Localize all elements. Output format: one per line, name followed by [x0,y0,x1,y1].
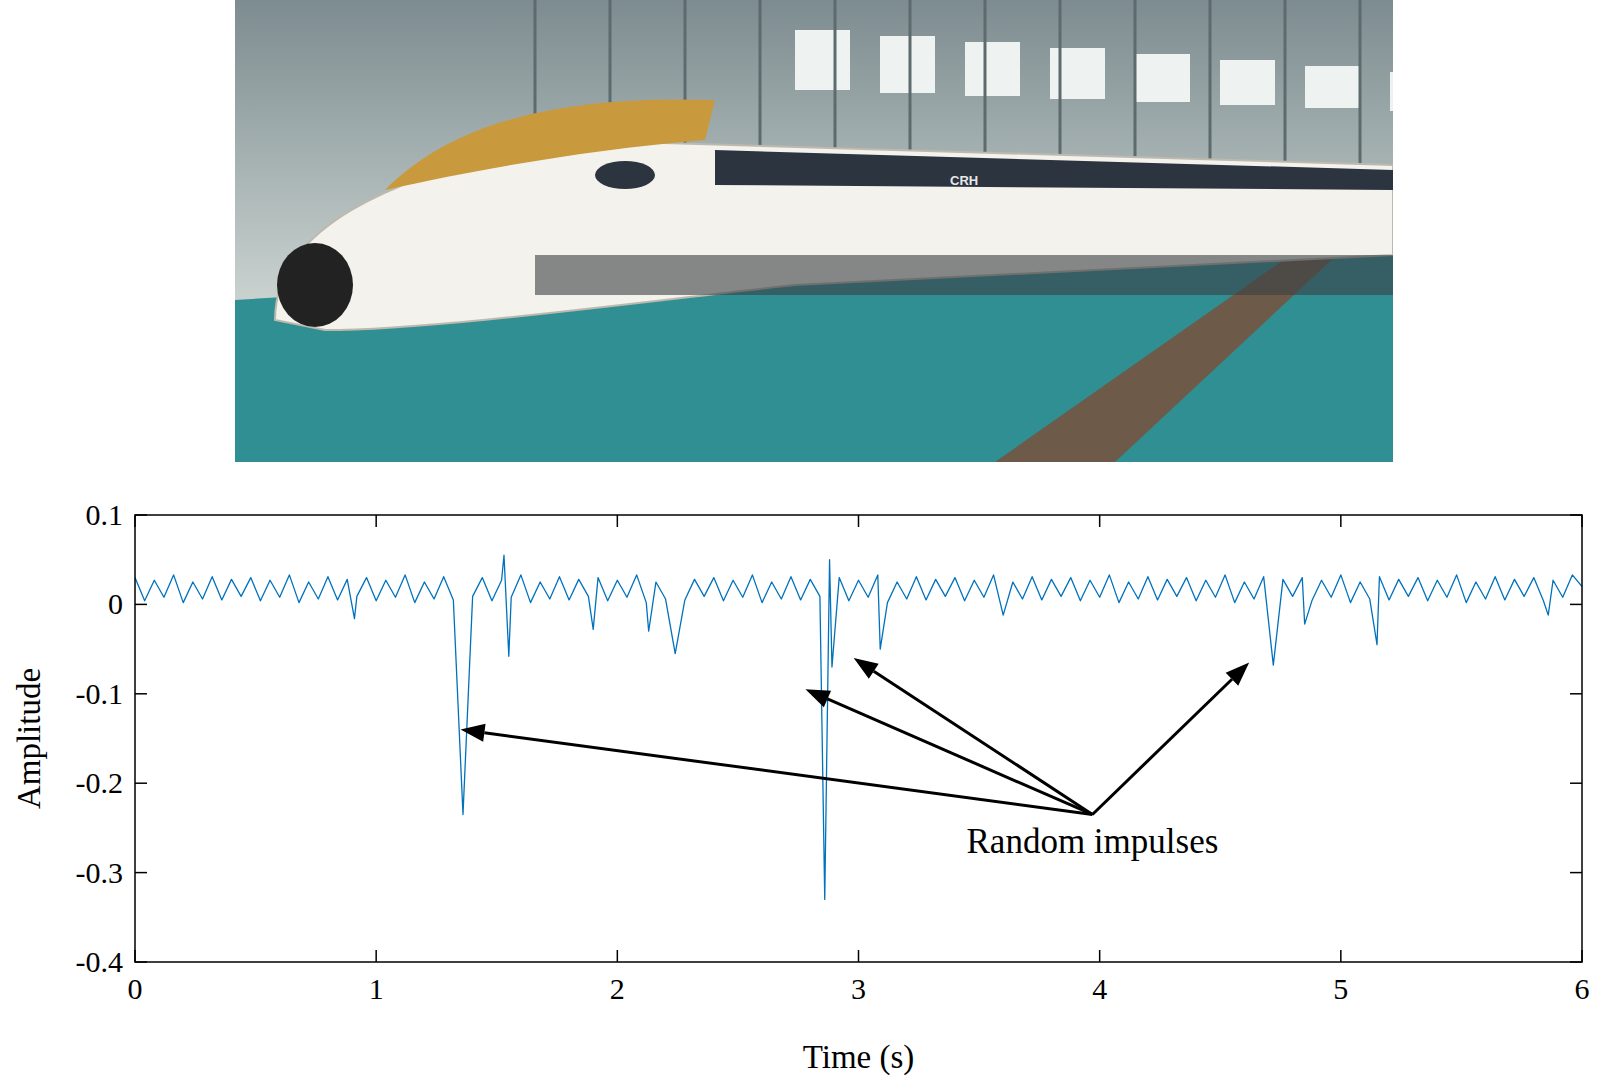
x-tick [858,950,860,962]
x-tick-label: 2 [610,972,625,1005]
annotation-arrowhead [1226,663,1249,686]
bogies [535,255,1393,295]
x-tick-top [1581,515,1583,527]
shed-window [1220,60,1275,105]
y-tick [135,514,147,516]
x-tick-top [858,515,860,527]
shed-window [1390,72,1393,111]
x-tick [1099,950,1101,962]
x-tick-label: 1 [369,972,384,1005]
y-tick-label: -0.1 [76,677,124,710]
annotation-text: Random impulses [967,822,1219,861]
annotation-arrow [827,699,1092,815]
y-tick-right [1570,514,1582,516]
x-tick-top [375,515,377,527]
x-tick-top [134,515,136,527]
annotation-arrowhead [805,689,831,707]
y-tick-label: 0.1 [86,498,124,531]
y-tick-right [1570,782,1582,784]
train-windows [715,150,1393,190]
y-tick [135,604,147,606]
x-axis-title: Time (s) [803,1039,915,1076]
annotation-arrowhead [854,658,879,679]
y-tick [135,872,147,874]
y-tick [135,782,147,784]
shed-window [880,36,935,93]
y-tick-right [1570,693,1582,695]
y-tick [135,961,147,963]
shed-window [1135,54,1190,102]
coupler-hatch [277,243,353,327]
y-tick-label: 0 [108,587,123,620]
x-tick-label: 3 [851,972,866,1005]
x-tick [134,950,136,962]
x-tick [1581,950,1583,962]
train-gold-stripe [385,99,715,190]
x-tick-label: 0 [128,972,143,1005]
x-tick [1340,950,1342,962]
data-group [135,555,1582,899]
shed-window [1050,48,1105,99]
y-axis-title: Amplitude [11,668,47,809]
y-tick-right [1570,604,1582,606]
x-tick-label: 5 [1333,972,1348,1005]
shed-window [795,30,850,90]
annotation-arrow [1092,679,1232,814]
x-tick [617,950,619,962]
photo: CRH [235,0,1393,462]
x-tick-top [1340,515,1342,527]
x-tick-label: 4 [1092,972,1107,1005]
y-tick-right [1570,961,1582,963]
y-tick-right [1570,872,1582,874]
signal-line [135,555,1582,899]
y-tick-label: -0.3 [76,856,124,889]
y-tick-label: -0.2 [76,766,124,799]
shed-window [965,42,1020,96]
x-tick-top [1099,515,1101,527]
figure: CRH 0 1 2 3 4 5 6 -0.4 -0.3 -0.2 -0.1 0 0.1 Time (s) Am… [0,0,1600,1081]
cab-window [595,161,655,189]
annotation-arrow [874,671,1093,814]
plot-frame [135,515,1582,962]
annotation-arrowhead [461,724,486,742]
shed-window [1305,66,1360,108]
x-tick-label: 6 [1575,972,1590,1005]
x-tick-top [617,515,619,527]
y-tick [135,693,147,695]
logo: CRH [950,173,978,188]
y-tick-label: -0.4 [76,945,124,978]
x-tick [375,950,377,962]
